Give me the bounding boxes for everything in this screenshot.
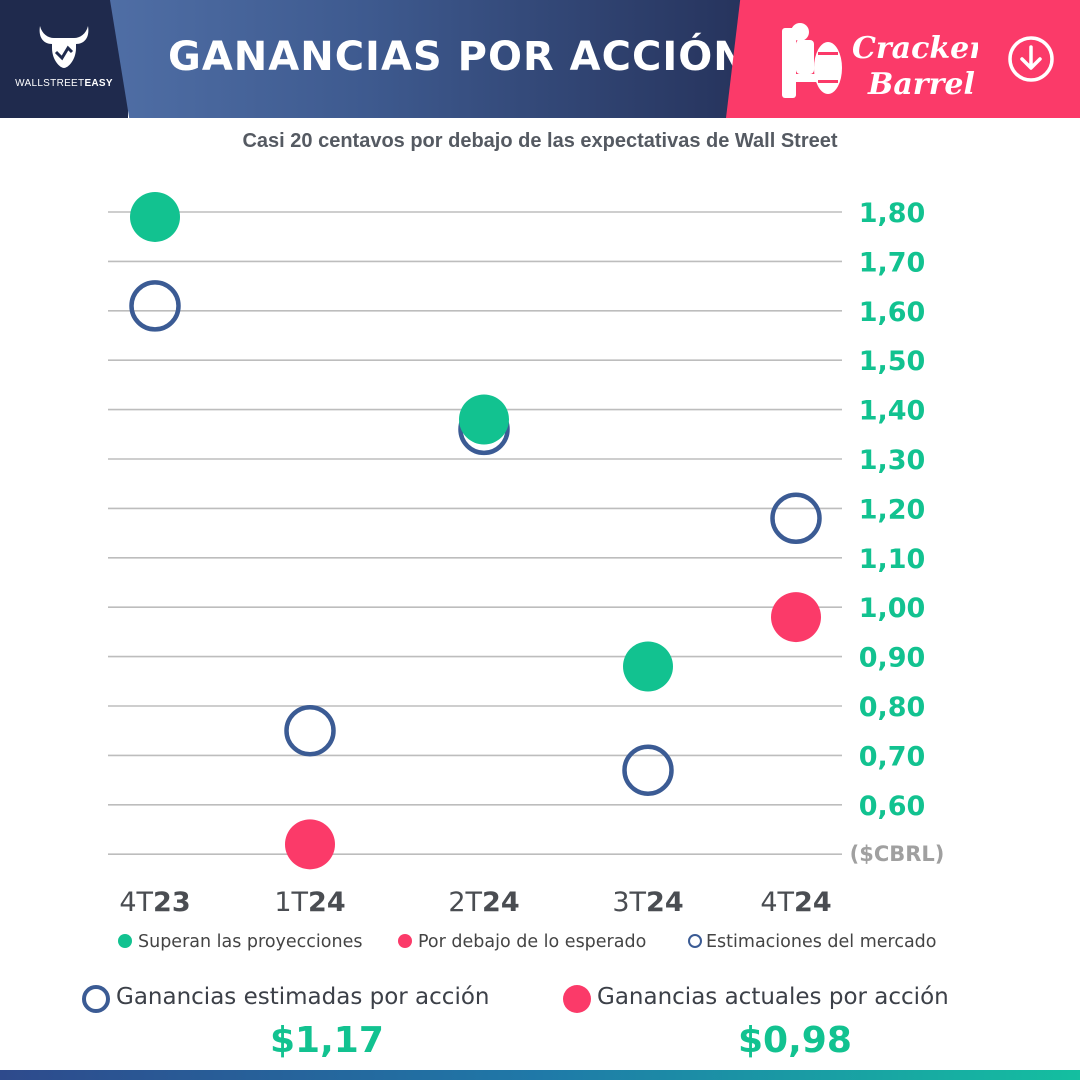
y-tick-label: 1,50	[859, 346, 926, 377]
x-tick-label: 2T24	[448, 887, 519, 918]
actual-eps-point	[130, 191, 180, 242]
legend-label: Superan las proyecciones	[138, 932, 363, 952]
x-tick-year: 24	[794, 887, 832, 918]
y-unit-label: ($CBRL)	[850, 842, 945, 866]
actual-eps-value: $0,98	[738, 1020, 852, 1061]
title-banner	[110, 0, 750, 118]
chart-legend: Superan las proyecciones Por debajo de l…	[0, 932, 1080, 956]
y-tick-label: 1,80	[859, 198, 926, 229]
x-tick-year: 23	[153, 887, 191, 918]
y-tick-label: 1,30	[859, 445, 926, 476]
brand-panel: WALLSTREETEASY	[0, 0, 128, 118]
y-tick-label: 0,60	[859, 791, 926, 822]
svg-text:Cracker: Cracker	[852, 31, 978, 66]
y-tick-label: 0,80	[859, 692, 926, 723]
estimate-ring-point	[770, 492, 822, 545]
actual-eps-point	[623, 641, 673, 692]
x-tick-prefix: 1T	[274, 887, 308, 918]
estimate-ring-icon	[82, 985, 110, 1013]
x-tick-label: 3T24	[612, 887, 683, 918]
eps-scatter-chart: 1,80 1,70 1,60 1,50 1,40 1,30 1,20 1,10 1,00 0,90…	[108, 191, 945, 918]
brand-wordmark: WALLSTREETEASY	[0, 78, 128, 89]
y-tick-label: 1,10	[859, 544, 926, 575]
x-tick-label: 4T24	[760, 887, 831, 918]
y-tick-label: 1,40	[859, 396, 926, 427]
estimate-ring-point	[622, 744, 674, 796]
header-bar: WALLSTREETEASY GANANCIAS POR ACCIÓN Crac…	[0, 0, 1080, 118]
cracker-barrel-logo: Cracker Barrel	[782, 23, 978, 102]
legend-label: Por debajo de lo esperado	[418, 932, 647, 952]
actual-eps-point	[459, 394, 509, 445]
x-tick-label: 1T24	[274, 887, 345, 918]
bull-logo-icon	[39, 26, 89, 68]
legend-label: Estimaciones del mercado	[706, 932, 937, 952]
svg-text:Barrel: Barrel	[867, 67, 975, 102]
chart-grid	[108, 211, 842, 856]
green-dot-icon	[118, 934, 132, 948]
pink-dot-icon	[398, 934, 412, 948]
y-axis-ticks: 1,80 1,70 1,60 1,50 1,40 1,30 1,20 1,10 1,00 0,90…	[850, 198, 945, 866]
legend-item-above: Superan las proyecciones	[118, 932, 362, 952]
x-tick-year: 24	[482, 887, 520, 918]
x-axis-ticks: 4T23 1T24 2T24 3T24 4T24	[119, 887, 831, 918]
x-tick-year: 24	[646, 887, 684, 918]
page-title: GANANCIAS POR ACCIÓN	[168, 34, 748, 80]
y-tick-label: 1,00	[859, 593, 926, 624]
x-tick-year: 24	[308, 887, 346, 918]
x-tick-prefix: 4T	[119, 887, 153, 918]
download-arrow-icon[interactable]	[1006, 34, 1056, 84]
y-tick-label: 1,70	[859, 247, 926, 278]
bottom-stripe	[0, 1070, 1080, 1080]
x-tick-prefix: 3T	[612, 887, 646, 918]
estimated-eps-value: $1,17	[270, 1020, 384, 1061]
estimated-eps-label: Ganancias estimadas por acción	[116, 984, 490, 1010]
actual-dot-icon	[563, 985, 591, 1013]
x-tick-label: 4T23	[119, 887, 190, 918]
y-tick-label: 1,20	[859, 494, 926, 525]
brand-name-light: WALLSTREET	[15, 78, 85, 89]
chart-subtitle: Casi 20 centavos por debajo de las expec…	[242, 130, 838, 152]
actual-eps-point	[771, 592, 821, 643]
ring-icon	[688, 934, 702, 948]
estimate-ring-point	[129, 280, 181, 332]
x-tick-prefix: 4T	[760, 887, 794, 918]
y-tick-label: 0,70	[859, 741, 926, 772]
actual-eps-point	[285, 819, 335, 870]
chart-marks	[129, 191, 822, 870]
y-tick-label: 0,90	[859, 643, 926, 674]
legend-item-estimates: Estimaciones del mercado	[688, 932, 936, 952]
estimate-ring-point	[284, 704, 336, 757]
brand-name-bold: EASY	[84, 78, 113, 89]
x-tick-prefix: 2T	[448, 887, 482, 918]
actual-eps-label: Ganancias actuales por acción	[597, 984, 949, 1010]
y-tick-label: 1,60	[859, 297, 926, 328]
legend-item-below: Por debajo de lo esperado	[398, 932, 646, 952]
